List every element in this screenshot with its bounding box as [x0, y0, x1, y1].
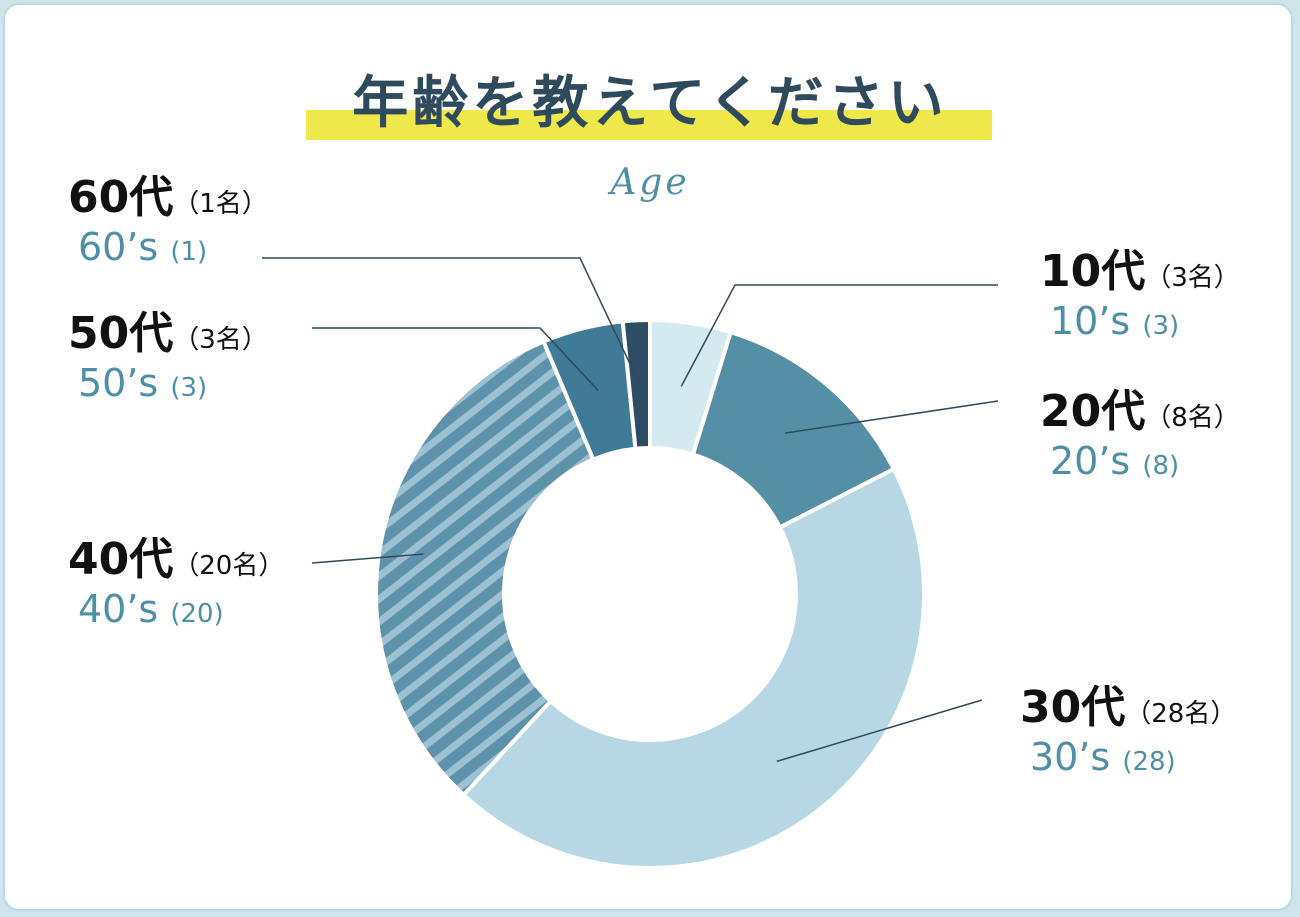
label-10s-jp: 10代 [1040, 246, 1146, 297]
label-60s-jp-count: （1名） [173, 189, 268, 219]
label-10s: 10代（3名） 10’s (3) [1040, 246, 1240, 349]
label-50s-jp-count: （3名） [173, 325, 268, 355]
label-50s-en-count: (3) [170, 373, 208, 403]
label-40s-jp-count: （20名） [173, 551, 285, 581]
leader-60s [262, 257, 641, 385]
label-10s-en-count: (3) [1142, 311, 1180, 341]
chart-title: 年齢を教えてください [352, 71, 948, 136]
label-20s-en-count: (8) [1142, 451, 1180, 481]
title-highlight [306, 110, 992, 140]
slice-group [374, 317, 926, 870]
label-30s-en: 30’s [1030, 735, 1111, 779]
label-30s-jp: 30代 [1020, 682, 1126, 733]
label-10s-jp-count: （3名） [1145, 263, 1240, 293]
label-60s-en: 60’s [78, 225, 159, 269]
label-30s: 30代（28名） 30’s (28) [1020, 682, 1236, 785]
label-40s-en: 40’s [78, 587, 159, 631]
leader-lines [262, 257, 999, 763]
label-40s: 40代（20名） 40’s (20) [68, 534, 284, 637]
slice-60s [620, 317, 652, 451]
label-50s: 50代（3名） 50’s (3) [68, 308, 268, 411]
label-20s: 20代（8名） 20’s (8) [1040, 386, 1240, 489]
label-30s-en-count: (28) [1122, 747, 1176, 777]
label-40s-en-count: (20) [170, 599, 224, 629]
label-20s-jp: 20代 [1040, 386, 1146, 437]
leader-10s [680, 284, 998, 387]
label-60s-en-count: (1) [170, 237, 208, 267]
label-20s-en: 20’s [1050, 439, 1131, 483]
label-60s: 60代（1名） 60’s (1) [68, 172, 268, 275]
slice-40s [374, 338, 596, 798]
leader-30s [776, 699, 983, 763]
label-30s-jp-count: （28名） [1125, 699, 1237, 729]
label-60s-jp: 60代 [68, 172, 174, 223]
leader-50s [312, 327, 599, 392]
label-50s-en: 50’s [78, 361, 159, 405]
label-50s-jp: 50代 [68, 308, 174, 359]
leader-20s [784, 400, 999, 434]
label-20s-jp-count: （8名） [1145, 403, 1240, 433]
chart-subtitle: Age [610, 162, 690, 203]
label-40s-jp: 40代 [68, 534, 174, 585]
slice-30s [460, 466, 926, 870]
leader-40s [311, 553, 424, 564]
label-10s-en: 10’s [1050, 299, 1131, 343]
